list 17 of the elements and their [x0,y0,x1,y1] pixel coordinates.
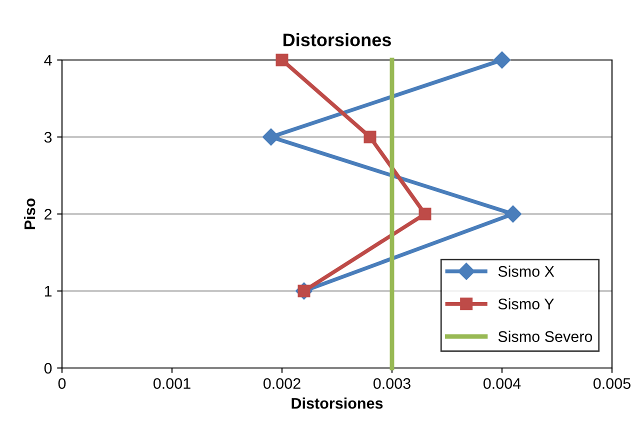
y-axis-title: Piso [24,198,36,230]
y-tick-label: 2 [44,208,52,220]
legend-label: Sismo X [498,266,554,277]
x-tick-label: 0 [58,378,66,389]
x-tick-label: 0.003 [373,378,410,389]
y-tick-label: 4 [44,55,52,66]
y-tick-label: 3 [44,132,52,143]
x-axis-title: Distorsiones [292,398,383,409]
legend-label: Sismo Severo [498,330,592,342]
x-tick-label: 0.002 [263,378,300,389]
legend-label: Sismo Y [498,298,554,310]
chart-title: Distorsiones [284,33,391,46]
y-tick-label: 1 [44,286,52,297]
x-tick-label: 0.004 [483,378,521,389]
x-tick-label: 0.001 [153,378,190,389]
y-tick-label: 0 [44,362,52,374]
x-tick-label: 0.005 [593,378,630,389]
